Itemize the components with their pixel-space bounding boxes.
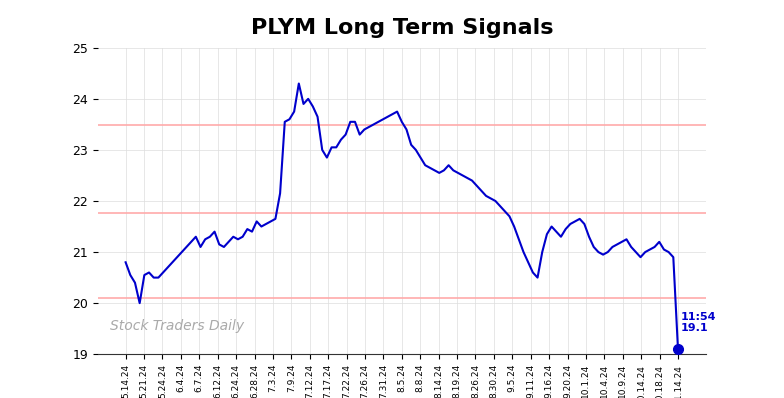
Text: 11:54
19.1: 11:54 19.1 <box>681 312 717 333</box>
Title: PLYM Long Term Signals: PLYM Long Term Signals <box>251 18 553 38</box>
Text: Stock Traders Daily: Stock Traders Daily <box>110 319 245 333</box>
